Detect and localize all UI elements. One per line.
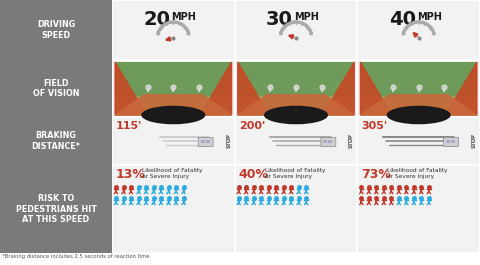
- Bar: [205, 140, 210, 143]
- Polygon shape: [115, 62, 146, 115]
- Bar: [0, 117, 112, 165]
- Text: FIELD
OF VISION: FIELD OF VISION: [33, 79, 79, 98]
- Text: Likelihood of Fatality
or Severe Injury: Likelihood of Fatality or Severe Injury: [142, 168, 203, 179]
- Bar: [359, 61, 479, 116]
- Text: MPH: MPH: [294, 12, 319, 22]
- Ellipse shape: [141, 106, 205, 124]
- Text: STOP: STOP: [471, 134, 477, 148]
- Text: 40%: 40%: [239, 168, 269, 181]
- Bar: [359, 166, 479, 252]
- Bar: [324, 140, 327, 143]
- Bar: [236, 1, 356, 59]
- Polygon shape: [115, 95, 232, 115]
- Text: MPH: MPH: [171, 12, 196, 22]
- FancyBboxPatch shape: [321, 138, 336, 147]
- Text: Likelihood of Fatality
or Severe Injury: Likelihood of Fatality or Severe Injury: [387, 168, 448, 179]
- Polygon shape: [360, 62, 392, 115]
- Bar: [451, 140, 455, 143]
- Polygon shape: [238, 62, 269, 115]
- Text: STOP: STOP: [349, 134, 354, 148]
- Bar: [113, 1, 234, 59]
- Bar: [238, 62, 354, 115]
- Text: DRIVING
SPEED: DRIVING SPEED: [37, 20, 75, 40]
- Bar: [359, 118, 479, 164]
- Text: 30: 30: [266, 10, 293, 29]
- Bar: [0, 60, 112, 117]
- Text: 305': 305': [361, 121, 387, 131]
- Polygon shape: [200, 62, 232, 115]
- Bar: [115, 62, 232, 96]
- Text: STOP: STOP: [226, 134, 231, 148]
- Text: Likelihood of Fatality
or Severe Injury: Likelihood of Fatality or Severe Injury: [264, 168, 325, 179]
- Polygon shape: [238, 95, 354, 115]
- Bar: [359, 1, 479, 59]
- Bar: [201, 140, 204, 143]
- Bar: [446, 140, 450, 143]
- Text: 20: 20: [144, 10, 170, 29]
- Bar: [360, 62, 477, 115]
- Bar: [113, 118, 234, 164]
- Ellipse shape: [264, 106, 328, 124]
- Bar: [113, 166, 234, 252]
- Ellipse shape: [386, 106, 451, 124]
- Bar: [328, 140, 332, 143]
- Polygon shape: [360, 95, 477, 115]
- Bar: [113, 61, 234, 116]
- Bar: [236, 166, 356, 252]
- Text: BRAKING
DISTANCE*: BRAKING DISTANCE*: [32, 131, 81, 151]
- Text: 13%: 13%: [116, 168, 146, 181]
- Text: 40: 40: [389, 10, 416, 29]
- Bar: [236, 61, 356, 116]
- Text: 73%: 73%: [361, 168, 391, 181]
- Text: MPH: MPH: [417, 12, 442, 22]
- FancyBboxPatch shape: [198, 138, 213, 147]
- Bar: [0, 165, 112, 253]
- Bar: [236, 118, 356, 164]
- FancyBboxPatch shape: [444, 138, 458, 147]
- Polygon shape: [445, 62, 477, 115]
- Bar: [238, 62, 354, 96]
- Text: RISK TO
PEDESTRIANS HIT
AT THIS SPEED: RISK TO PEDESTRIANS HIT AT THIS SPEED: [15, 194, 96, 224]
- Text: *Braking distance includes 2.5 seconds of reaction time: *Braking distance includes 2.5 seconds o…: [2, 254, 150, 259]
- Text: 115': 115': [116, 121, 143, 131]
- Polygon shape: [323, 62, 354, 115]
- Text: 200': 200': [239, 121, 265, 131]
- Bar: [360, 62, 477, 96]
- Bar: [0, 0, 112, 60]
- Bar: [115, 62, 232, 115]
